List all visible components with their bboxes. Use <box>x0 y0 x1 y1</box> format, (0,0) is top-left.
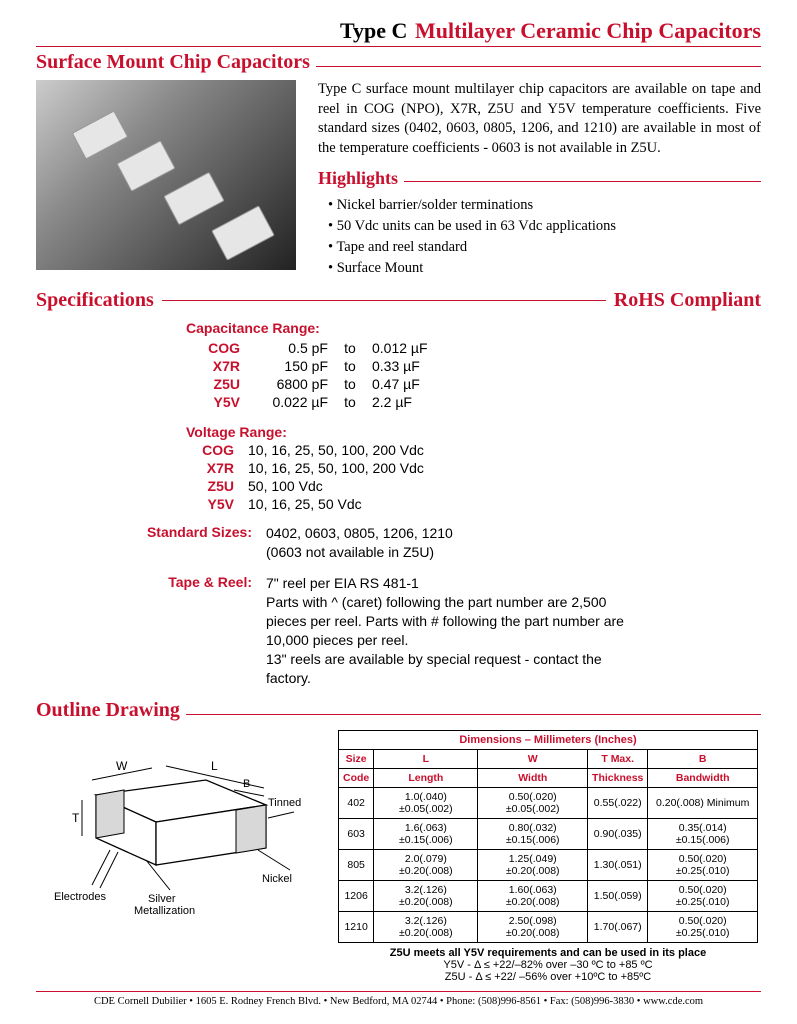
intro-text: Type C surface mount multilayer chip cap… <box>318 80 761 158</box>
page-footer: CDE Cornell Dubilier • 1605 E. Rodney Fr… <box>36 991 761 1007</box>
outline-drawing: W L B T Tinned Nickel Electrodes <box>36 730 326 930</box>
surface-mount-header: Surface Mount Chip Capacitors <box>36 51 761 74</box>
header-line <box>186 714 761 715</box>
tape-reel-row: Tape & Reel: 7" reel per EIA RS 481-1 Pa… <box>96 574 761 687</box>
dimensions-table: Dimensions – Millimeters (Inches) Size L… <box>338 730 758 943</box>
table-row: Z5U6800 pFto0.47 µF <box>188 376 434 392</box>
z5u-note: Z5U meets all Y5V requirements and can b… <box>338 947 758 983</box>
tape-reel-label: Tape & Reel: <box>96 574 266 687</box>
svg-text:Metallization: Metallization <box>134 905 195 917</box>
header-line <box>404 181 761 182</box>
svg-text:B: B <box>243 778 250 790</box>
title-type: Type C <box>340 18 407 43</box>
table-row: Z5U50, 100 Vdc <box>186 478 761 494</box>
svg-text:W: W <box>116 759 128 773</box>
surface-mount-label: Surface Mount Chip Capacitors <box>36 51 310 74</box>
table-row: 12063.2(.126) ±0.20(.008)1.60(.063) ±0.2… <box>339 881 758 912</box>
svg-text:Electrodes: Electrodes <box>54 891 106 903</box>
specs-header-row: Specifications RoHS Compliant <box>36 289 761 312</box>
header-line <box>162 300 606 301</box>
volt-range-block: Voltage Range: COG10, 16, 25, 50, 100, 2… <box>186 424 761 512</box>
std-sizes-label: Standard Sizes: <box>96 524 266 562</box>
svg-text:L: L <box>211 759 218 773</box>
table-header-row: Code Length Width Thickness Bandwidth <box>339 769 758 788</box>
highlights-list: Nickel barrier/solder terminations 50 Vd… <box>318 195 761 279</box>
rohs-label: RoHS Compliant <box>614 289 761 312</box>
table-row: X7R150 pFto0.33 µF <box>188 358 434 374</box>
table-row: COG0.5 pFto0.012 µF <box>188 340 434 356</box>
table-row: 12103.2(.126) ±0.20(.008)2.50(.098) ±0.2… <box>339 912 758 943</box>
cap-range-title: Capacitance Range: <box>186 320 761 336</box>
std-sizes-row: Standard Sizes: 0402, 0603, 0805, 1206, … <box>96 524 761 562</box>
list-item: Surface Mount <box>328 258 761 279</box>
table-row: Y5V10, 16, 25, 50 Vdc <box>186 496 761 512</box>
page: Type C Multilayer Ceramic Chip Capacitor… <box>0 0 797 1015</box>
outline-row: W L B T Tinned Nickel Electrodes <box>36 730 761 983</box>
outline-header: Outline Drawing <box>36 699 761 722</box>
svg-text:Tinned: Tinned <box>268 797 301 809</box>
outline-label: Outline Drawing <box>36 699 180 722</box>
intro-row: Type C surface mount multilayer chip cap… <box>36 80 761 279</box>
highlights-header: Highlights <box>318 168 761 189</box>
svg-text:T: T <box>72 811 80 825</box>
intro-column: Type C surface mount multilayer chip cap… <box>318 80 761 279</box>
svg-text:Nickel: Nickel <box>262 873 292 885</box>
product-image <box>36 80 296 270</box>
highlights-label: Highlights <box>318 168 398 189</box>
volt-range-title: Voltage Range: <box>186 424 761 440</box>
table-row: COG10, 16, 25, 50, 100, 200 Vdc <box>186 442 761 458</box>
dim-table-wrap: Dimensions – Millimeters (Inches) Size L… <box>338 730 758 983</box>
table-row: Y5V0.022 µFto2.2 µF <box>188 394 434 410</box>
std-sizes-value: 0402, 0603, 0805, 1206, 1210 (0603 not a… <box>266 524 453 562</box>
list-item: 50 Vdc units can be used in 63 Vdc appli… <box>328 216 761 237</box>
specs-label: Specifications <box>36 289 154 312</box>
tape-reel-value: 7" reel per EIA RS 481-1 Parts with ^ (c… <box>266 574 646 687</box>
table-header-row: Size L W T Max. B <box>339 750 758 769</box>
table-row: 8052.0(.079) ±0.20(.008)1.25(.049) ±0.20… <box>339 850 758 881</box>
list-item: Tape and reel standard <box>328 237 761 258</box>
cap-range-table: COG0.5 pFto0.012 µF X7R150 pFto0.33 µF Z… <box>186 338 436 412</box>
table-row: 6031.6(.063) ±0.15(.006)0.80(.032) ±0.15… <box>339 819 758 850</box>
table-row: X7R10, 16, 25, 50, 100, 200 Vdc <box>186 460 761 476</box>
dim-caption: Dimensions – Millimeters (Inches) <box>339 731 758 750</box>
cap-range-block: Capacitance Range: COG0.5 pFto0.012 µF X… <box>186 320 761 412</box>
svg-text:Silver: Silver <box>148 893 176 905</box>
page-title-row: Type C Multilayer Ceramic Chip Capacitor… <box>36 18 761 44</box>
list-item: Nickel barrier/solder terminations <box>328 195 761 216</box>
table-row: 4021.0(.040) ±0.05(.002)0.50(.020) ±0.05… <box>339 788 758 819</box>
drawing-svg: W L B T Tinned Nickel Electrodes <box>36 730 326 930</box>
title-rule <box>36 46 761 47</box>
title-main: Multilayer Ceramic Chip Capacitors <box>415 18 761 43</box>
header-line <box>316 66 761 67</box>
